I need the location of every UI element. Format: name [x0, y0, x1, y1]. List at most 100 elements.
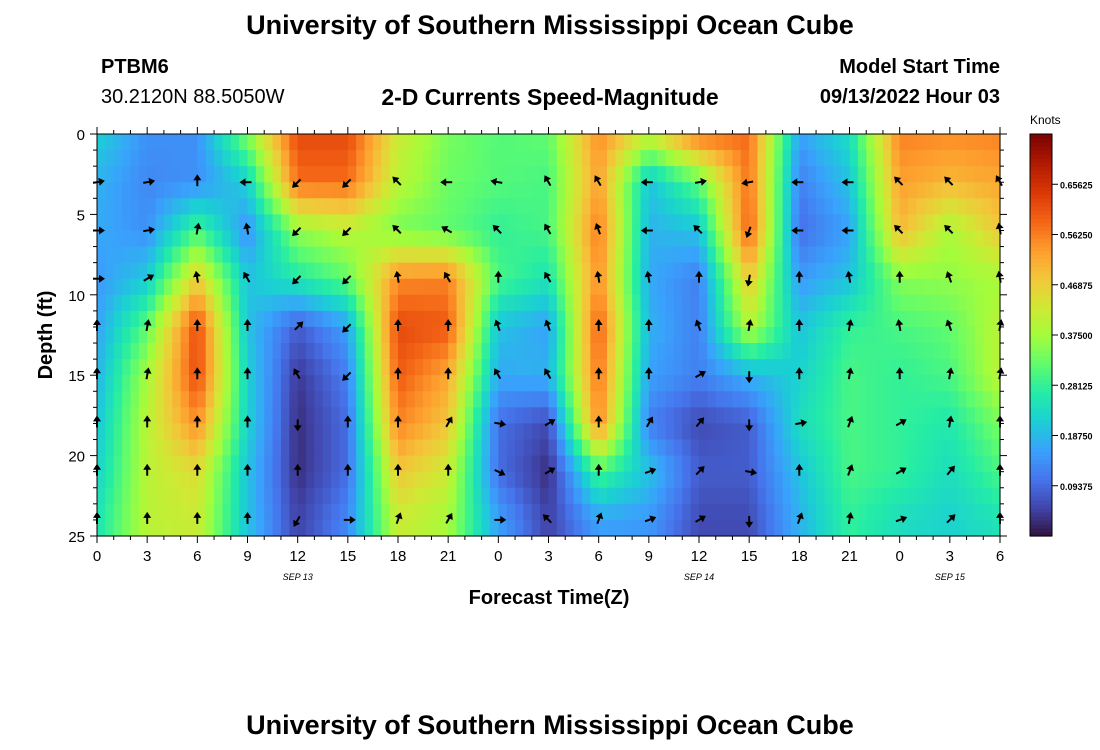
heatmap-cell	[673, 423, 683, 441]
heatmap-cell	[673, 182, 683, 199]
heatmap-cell	[197, 294, 207, 312]
heatmap-cell	[866, 166, 876, 183]
heatmap-cell	[991, 262, 1001, 280]
heatmap-cell	[615, 343, 625, 360]
heatmap-cell	[899, 343, 909, 360]
heatmap-cell	[489, 278, 499, 296]
heatmap-cell	[882, 519, 892, 537]
heatmap-cell	[481, 294, 491, 312]
heatmap-cell	[665, 503, 675, 521]
heatmap-cell	[774, 230, 784, 248]
heatmap-cell	[841, 519, 851, 537]
heatmap-cell	[431, 294, 441, 312]
heatmap-cell	[540, 294, 550, 312]
heatmap-cell	[180, 455, 190, 473]
heatmap-cell	[172, 198, 182, 215]
heatmap-cell	[590, 487, 600, 505]
heatmap-cell	[130, 166, 140, 183]
heatmap-cell	[699, 150, 708, 167]
heatmap-cell	[615, 519, 625, 537]
heatmap-cell	[682, 230, 692, 248]
heatmap-cell	[882, 150, 892, 167]
heatmap-cell	[565, 198, 575, 215]
current-vector-arrow	[644, 319, 653, 331]
heatmap-cell	[481, 278, 491, 296]
heatmap-cell	[749, 326, 759, 344]
heatmap-cell	[339, 246, 349, 264]
heatmap-cell	[699, 423, 708, 441]
heatmap-cell	[105, 439, 115, 457]
heatmap-cell	[180, 503, 190, 521]
heatmap-cell	[782, 471, 792, 489]
heatmap-cell	[707, 503, 717, 521]
colorbar-swatch	[1030, 399, 1052, 404]
heatmap-cell	[799, 455, 809, 473]
heatmap-cell	[916, 214, 926, 232]
heatmap-cell	[882, 471, 892, 489]
heatmap-cell	[573, 278, 583, 296]
heatmap-cell	[122, 375, 132, 392]
heatmap-cell	[448, 182, 458, 199]
heatmap-cell	[657, 519, 667, 537]
heatmap-cell	[130, 503, 140, 521]
heatmap-cell	[439, 198, 449, 215]
heatmap-cell	[707, 519, 717, 537]
heatmap-cell	[272, 407, 282, 425]
y-axis-label: Depth (ft)	[35, 291, 57, 380]
heatmap-cell	[715, 166, 725, 183]
heatmap-cell	[339, 503, 349, 521]
current-vector-arrow	[243, 222, 252, 235]
current-vector-arrow	[494, 468, 506, 477]
heatmap-cell	[314, 166, 324, 183]
heatmap-cell	[264, 359, 274, 376]
heatmap-cell	[958, 326, 968, 344]
heatmap-cell	[991, 343, 1001, 360]
heatmap-cell	[623, 262, 633, 280]
heatmap-cell	[113, 439, 123, 457]
heatmap-cell	[807, 519, 817, 537]
heatmap-cell	[699, 503, 708, 521]
heatmap-cell	[556, 246, 566, 264]
heatmap-cell	[590, 310, 600, 328]
heatmap-cell	[113, 310, 123, 328]
heatmap-cell	[757, 375, 767, 392]
heatmap-cell	[665, 166, 675, 183]
heatmap-cell	[924, 262, 934, 280]
heatmap-cell	[372, 343, 382, 360]
heatmap-cell	[473, 134, 483, 151]
heatmap-cell	[774, 278, 784, 296]
heatmap-cell	[372, 198, 382, 215]
heatmap-cell	[531, 519, 541, 537]
heatmap-cell	[289, 326, 299, 344]
heatmap-cell	[540, 439, 550, 457]
heatmap-cell	[615, 294, 625, 312]
heatmap-cell	[774, 310, 784, 328]
heatmap-cell	[122, 230, 132, 248]
heatmap-cell	[548, 214, 558, 232]
heatmap-cell	[214, 439, 224, 457]
heatmap-cell	[941, 503, 951, 521]
heatmap-cell	[506, 343, 516, 360]
heatmap-cell	[205, 439, 215, 457]
heatmap-cell	[765, 310, 775, 328]
heatmap-cell	[230, 150, 240, 167]
heatmap-cell	[882, 230, 892, 248]
heatmap-cell	[991, 294, 1001, 312]
heatmap-cell	[648, 391, 658, 408]
heatmap-cell	[732, 262, 742, 280]
heatmap-cell	[682, 310, 692, 328]
heatmap-cell	[356, 326, 366, 344]
heatmap-cell	[974, 359, 984, 376]
heatmap-cell	[489, 326, 499, 344]
heatmap-cell	[456, 487, 466, 505]
heatmap-cell	[581, 198, 591, 215]
heatmap-cell	[782, 294, 792, 312]
heatmap-cell	[280, 262, 290, 280]
colorbar-swatch	[1030, 202, 1052, 207]
heatmap-cell	[556, 343, 566, 360]
heatmap-cell	[239, 246, 249, 264]
heatmap-cell	[899, 503, 909, 521]
heatmap-cell	[172, 471, 182, 489]
heatmap-cell	[590, 150, 600, 167]
heatmap-cell	[598, 166, 608, 183]
